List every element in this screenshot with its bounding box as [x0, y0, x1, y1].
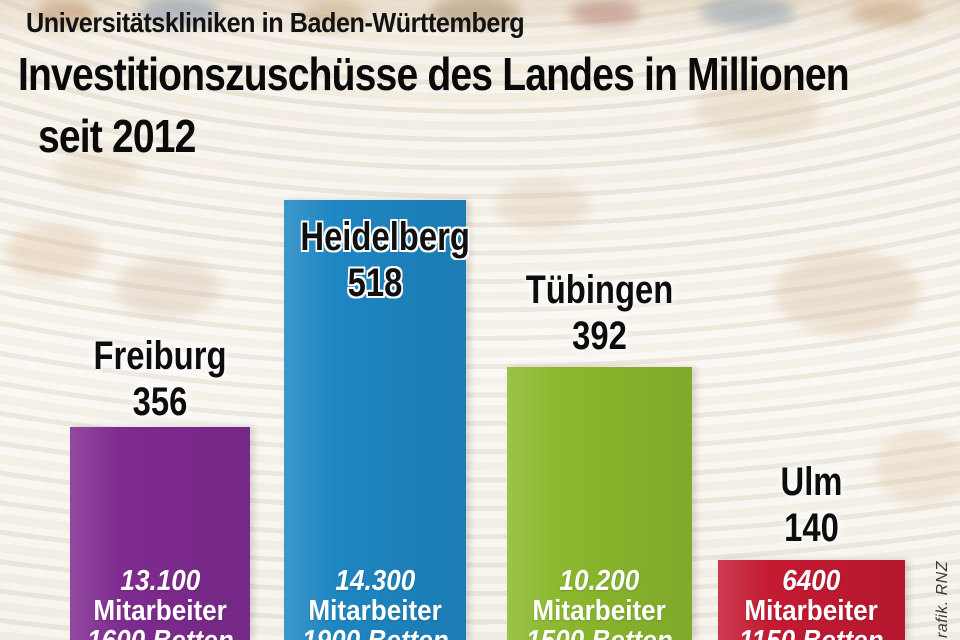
mitarbeiter-count: 10.200 — [559, 565, 640, 597]
credit-text: rafik. RNZ — [934, 561, 951, 638]
bar-label-freiburg: Freiburg 356 — [45, 333, 275, 425]
bar-label-tuebingen: Tübingen 392 — [482, 267, 717, 359]
mitarbeiter-count: 13.100 — [120, 565, 200, 597]
city-value: 518 — [347, 261, 403, 305]
mitarbeiter-label: Mitarbeiter — [744, 595, 879, 627]
bar-stats-ulm: 6400 Mitarbeiter 1150 Betten — [718, 566, 905, 640]
bar-stats-tuebingen: 10.200 Mitarbeiter 1500 Betten — [507, 566, 692, 640]
city-value: 356 — [132, 380, 188, 424]
photo-person-blob — [140, 0, 220, 26]
chart-title-line2-text: seit 2012 — [38, 110, 196, 162]
chart-title-line2: seit 2012 — [38, 110, 223, 162]
photo-person-blob — [300, 2, 365, 28]
photo-person-blob — [5, 225, 100, 280]
photo-person-blob — [430, 0, 520, 28]
betten-label: 1150 Betten — [718, 626, 905, 640]
photo-person-blob — [875, 430, 960, 505]
bar-label-ulm: Ulm 140 — [729, 459, 894, 551]
bar-tuebingen: 10.200 Mitarbeiter 1500 Betten — [507, 367, 692, 640]
photo-person-blob — [495, 180, 590, 230]
mitarbeiter-label: Mitarbeiter — [532, 595, 667, 627]
chart-subtitle: Universitätskliniken in Baden-Württember… — [26, 6, 580, 40]
mitarbeiter-count: 14.300 — [335, 565, 415, 597]
chart-title-line1: Investitionszuschüsse des Landes in Mill… — [18, 48, 960, 100]
bar-stats-heidelberg: 14.300 Mitarbeiter 1900 Betten — [284, 566, 466, 640]
bar-heidelberg: Heidelberg 518 14.300 Mitarbeiter 1900 B… — [284, 200, 470, 640]
city-name: Tübingen — [525, 268, 674, 312]
city-name: Freiburg — [93, 334, 227, 378]
photo-person-blob — [35, 0, 95, 28]
chart-title-line1-text: Investitionszuschüsse des Landes in Mill… — [18, 48, 850, 100]
city-name: Ulm — [780, 460, 843, 504]
bar-label-heidelberg: Heidelberg 518 — [284, 214, 470, 306]
city-value: 140 — [784, 506, 839, 550]
bar-ulm: 6400 Mitarbeiter 1150 Betten — [718, 560, 905, 640]
betten-label: 1900 Betten — [284, 626, 466, 640]
photo-person-blob — [695, 80, 820, 140]
photo-person-blob — [55, 150, 140, 192]
mitarbeiter-count: 6400 — [782, 565, 841, 597]
betten-label: 1500 Betten — [507, 626, 692, 640]
photo-person-blob — [850, 0, 925, 26]
photo-person-blob — [115, 258, 220, 318]
bar-freiburg: 13.100 Mitarbeiter 1600 Betten — [70, 427, 250, 640]
city-name: Heidelberg — [300, 215, 470, 259]
photo-person-blob — [700, 0, 795, 28]
mitarbeiter-label: Mitarbeiter — [308, 595, 442, 627]
bar-stats-freiburg: 13.100 Mitarbeiter 1600 Betten — [70, 566, 250, 640]
photo-person-blob — [570, 0, 640, 26]
city-value: 392 — [572, 314, 627, 358]
betten-label: 1600 Betten — [70, 626, 250, 640]
chart-subtitle-text: Universitätskliniken in Baden-Württember… — [26, 7, 525, 38]
photo-person-blob — [775, 250, 920, 335]
mitarbeiter-label: Mitarbeiter — [93, 595, 227, 627]
